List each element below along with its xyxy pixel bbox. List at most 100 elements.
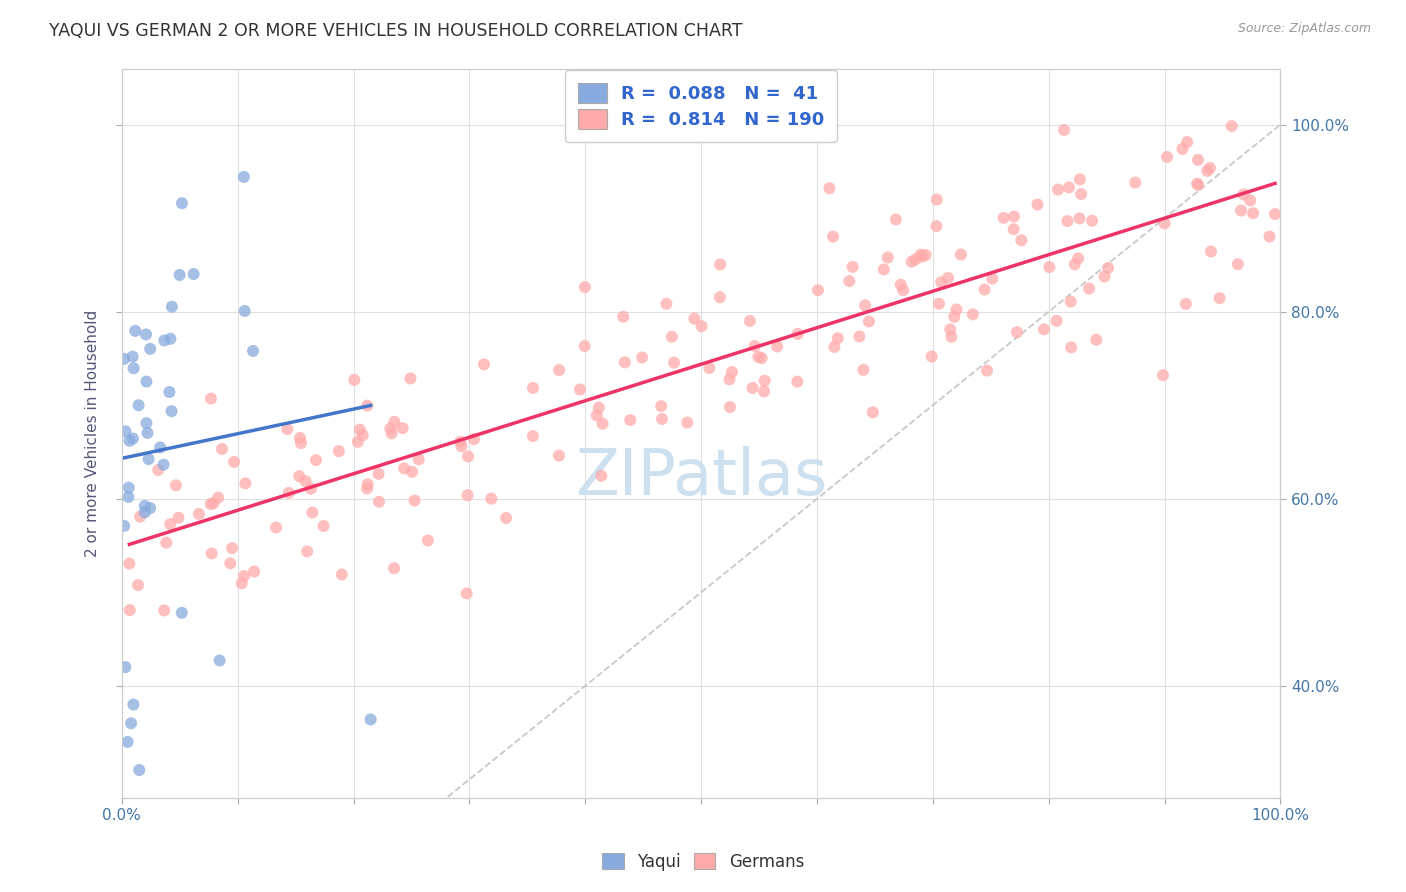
Legend: R =  0.088   N =  41, R =  0.814   N = 190: R = 0.088 N = 41, R = 0.814 N = 190 <box>565 70 837 142</box>
Point <box>121 350 143 364</box>
Point <box>1097 260 1119 275</box>
Point <box>118 434 141 448</box>
Point <box>591 468 613 483</box>
Point <box>159 332 181 346</box>
Point <box>330 567 353 582</box>
Point <box>976 363 998 377</box>
Point <box>683 311 706 326</box>
Point <box>301 506 323 520</box>
Point <box>738 314 761 328</box>
Point <box>929 275 952 289</box>
Point <box>574 280 596 294</box>
Point <box>416 533 439 548</box>
Point <box>127 578 149 592</box>
Point <box>962 307 984 321</box>
Point <box>1233 187 1256 202</box>
Point <box>876 251 898 265</box>
Point <box>1258 229 1281 244</box>
Point <box>288 469 311 483</box>
Point <box>328 444 350 458</box>
Point <box>401 465 423 479</box>
Point <box>233 569 256 583</box>
Point <box>160 300 183 314</box>
Point <box>165 478 187 492</box>
Point <box>112 519 135 533</box>
Point <box>1199 161 1222 175</box>
Point <box>900 254 922 268</box>
Point <box>1171 142 1194 156</box>
Point <box>135 327 157 342</box>
Point <box>786 326 808 341</box>
Point <box>183 267 205 281</box>
Point <box>112 351 135 366</box>
Point <box>853 298 876 312</box>
Point <box>1070 187 1092 202</box>
Point <box>392 461 415 475</box>
Point <box>890 277 912 292</box>
Point <box>148 463 170 477</box>
Point <box>981 271 1004 285</box>
Point <box>160 404 183 418</box>
Point <box>128 763 150 777</box>
Point <box>450 439 472 453</box>
Point <box>349 423 371 437</box>
Point <box>305 453 328 467</box>
Point <box>1010 233 1032 247</box>
Point <box>356 482 378 496</box>
Point <box>404 493 426 508</box>
Point <box>232 169 254 184</box>
Point <box>1187 153 1209 167</box>
Point <box>153 603 176 617</box>
Point <box>343 373 366 387</box>
Point <box>1085 333 1108 347</box>
Point <box>1069 172 1091 186</box>
Point <box>1230 203 1253 218</box>
Point <box>744 339 766 353</box>
Point <box>697 361 720 376</box>
Point <box>149 441 172 455</box>
Point <box>1067 252 1090 266</box>
Point <box>1094 269 1116 284</box>
Point <box>134 505 156 519</box>
Point <box>288 431 311 445</box>
Point <box>821 229 844 244</box>
Point <box>910 247 932 261</box>
Point <box>1197 164 1219 178</box>
Point <box>569 383 592 397</box>
Point <box>914 248 936 262</box>
Point <box>128 398 150 412</box>
Text: Source: ZipAtlas.com: Source: ZipAtlas.com <box>1237 22 1371 36</box>
Point <box>222 455 245 469</box>
Point <box>911 250 934 264</box>
Point <box>858 314 880 328</box>
Point <box>139 342 162 356</box>
Point <box>823 340 845 354</box>
Y-axis label: 2 or more Vehicles in Household: 2 or more Vehicles in Household <box>86 310 100 557</box>
Point <box>457 450 479 464</box>
Point <box>884 212 907 227</box>
Point <box>662 356 685 370</box>
Point <box>766 339 789 353</box>
Point <box>290 436 312 450</box>
Point <box>384 415 406 429</box>
Point <box>827 331 849 345</box>
Point <box>276 422 298 436</box>
Point <box>522 381 544 395</box>
Point <box>1057 180 1080 194</box>
Point <box>1081 213 1104 227</box>
Point <box>463 432 485 446</box>
Point <box>120 716 142 731</box>
Point <box>1046 183 1069 197</box>
Point <box>852 363 875 377</box>
Point <box>457 488 479 502</box>
Point <box>380 421 402 435</box>
Point <box>408 452 430 467</box>
Point <box>1002 222 1025 236</box>
Point <box>891 283 914 297</box>
Point <box>807 283 830 297</box>
Point <box>299 482 322 496</box>
Point <box>574 339 596 353</box>
Point <box>650 399 672 413</box>
Point <box>949 247 972 261</box>
Point <box>1002 210 1025 224</box>
